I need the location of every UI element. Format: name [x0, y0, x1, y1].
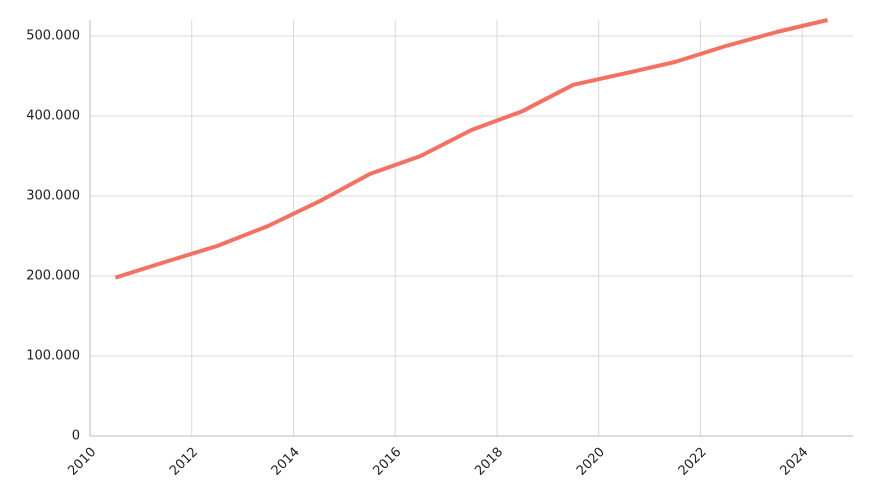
y-tick-label: 400.000 [26, 109, 80, 124]
x-tick-label: 2020 [574, 445, 608, 479]
x-tick-label: 2022 [676, 445, 710, 479]
y-tick-label: 200.000 [26, 269, 80, 284]
y-tick-label: 300.000 [26, 189, 80, 204]
x-tick-label: 2014 [269, 445, 303, 479]
y-tick-label: 100.000 [26, 349, 80, 364]
x-tick-label: 2024 [777, 445, 811, 479]
x-tick-label: 2018 [472, 445, 506, 479]
x-tick-label: 2016 [370, 445, 404, 479]
x-tick-label: 2012 [167, 445, 201, 479]
y-tick-label: 500.000 [26, 29, 80, 44]
x-tick-label: 2010 [65, 445, 99, 479]
data-line [114, 18, 829, 280]
y-tick-label: 0 [72, 429, 80, 444]
